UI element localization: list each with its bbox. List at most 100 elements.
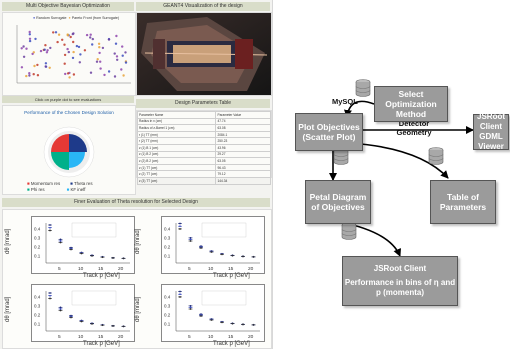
- scatter-point[interactable]: [68, 76, 71, 79]
- scatter-point[interactable]: [44, 62, 48, 65]
- scatter-point[interactable]: [71, 32, 75, 36]
- scatter-point[interactable]: [85, 33, 89, 37]
- scatter-point[interactable]: [36, 74, 40, 77]
- scatter-point[interactable]: [43, 48, 46, 51]
- resolution-plot-4[interactable]: 0.4 0.3 0.2 0.1 5 10 15 20: [161, 284, 265, 342]
- scatter-point[interactable]: [83, 49, 87, 52]
- scatter-point[interactable]: [98, 46, 101, 49]
- plot-objectives-node[interactable]: Plot Objectives (Scatter Plot): [295, 113, 363, 151]
- scatter-point[interactable]: [72, 73, 76, 76]
- scatter-point[interactable]: [97, 42, 101, 45]
- scatter-point[interactable]: [33, 64, 36, 68]
- scatter-point[interactable]: [69, 35, 72, 39]
- petal-theta[interactable]: [69, 134, 87, 152]
- scatter-point[interactable]: [115, 34, 118, 38]
- resolution-plot-1[interactable]: 0.4 0.3 0.2 0.1 5 10 15 20: [31, 216, 135, 274]
- scatter-point[interactable]: [89, 36, 92, 39]
- scatter-point[interactable]: [103, 73, 106, 77]
- scatter-point[interactable]: [28, 33, 31, 36]
- scatter-point[interactable]: [25, 47, 28, 50]
- scatter-point[interactable]: [20, 66, 24, 69]
- scatter-point[interactable]: [56, 40, 59, 44]
- scatter-point[interactable]: [28, 37, 32, 40]
- scatter-plot[interactable]: [3, 13, 135, 95]
- scatter-point[interactable]: [121, 45, 124, 48]
- petal-momentum[interactable]: [51, 134, 69, 152]
- scatter-point[interactable]: [25, 74, 28, 78]
- scatter-point[interactable]: [34, 37, 37, 41]
- select-optimization-text: Select Optimization Method: [385, 89, 437, 119]
- scatter-point[interactable]: [77, 45, 81, 49]
- scatter-point[interactable]: [28, 30, 31, 34]
- scatter-point[interactable]: [67, 50, 71, 54]
- scatter-point[interactable]: [28, 72, 31, 75]
- geant-visualization[interactable]: [136, 12, 272, 96]
- scatter-point[interactable]: [63, 62, 66, 65]
- scatter-point[interactable]: [89, 71, 93, 74]
- scatter-point[interactable]: [124, 51, 127, 54]
- scatter-point[interactable]: [124, 61, 128, 64]
- scatter-point[interactable]: [99, 60, 102, 63]
- scatter-point[interactable]: [107, 70, 111, 73]
- scatter-point[interactable]: [63, 53, 67, 57]
- petal-kf[interactable]: [69, 152, 85, 168]
- scatter-point[interactable]: [22, 45, 25, 48]
- scatter-point[interactable]: [114, 42, 118, 45]
- scatter-point[interactable]: [91, 43, 94, 46]
- scatter-point[interactable]: [99, 67, 102, 70]
- scatter-point[interactable]: [61, 38, 64, 41]
- scatter-point[interactable]: [95, 60, 99, 63]
- scatter-point[interactable]: [52, 31, 55, 34]
- scatter-point[interactable]: [120, 68, 123, 71]
- scatter-point[interactable]: [31, 52, 34, 56]
- scatter-point[interactable]: [72, 50, 75, 54]
- scatter-point[interactable]: [78, 61, 82, 64]
- scatter-point[interactable]: [22, 55, 26, 58]
- scatter-point[interactable]: [89, 33, 92, 36]
- scatter-point[interactable]: [49, 46, 52, 50]
- scatter-point[interactable]: [48, 66, 51, 69]
- scatter-point[interactable]: [32, 73, 35, 76]
- jsroot-gdml-node[interactable]: JSRoot Client GDML Viewer: [473, 112, 509, 151]
- scatter-point[interactable]: [28, 74, 31, 77]
- scatter-point[interactable]: [79, 53, 82, 56]
- scatter-point[interactable]: [63, 43, 66, 46]
- scatter-point[interactable]: [96, 58, 99, 61]
- scatter-point[interactable]: [71, 56, 75, 60]
- petal-phi[interactable]: [51, 152, 69, 170]
- scatter-points[interactable]: [20, 30, 128, 79]
- scatter-point[interactable]: [113, 75, 117, 78]
- scatter-point[interactable]: [46, 49, 49, 52]
- scatter-point[interactable]: [44, 65, 47, 68]
- scatter-point[interactable]: [39, 49, 43, 53]
- scatter-point[interactable]: [45, 51, 49, 54]
- scatter-point[interactable]: [44, 44, 47, 47]
- table-parameters-node[interactable]: Table of Parameters: [430, 180, 496, 224]
- select-optimization-node[interactable]: Select Optimization Method: [374, 86, 448, 122]
- scatter-point[interactable]: [75, 44, 79, 48]
- jsroot-performance-node[interactable]: JSRoot Client Performance in bins of η a…: [342, 256, 458, 306]
- scatter-point[interactable]: [122, 74, 125, 77]
- petal-chart[interactable]: [3, 106, 135, 194]
- petal-diagram-node[interactable]: Petal Diagram of Objectives: [305, 180, 371, 224]
- scatter-point[interactable]: [28, 39, 32, 43]
- scatter-point[interactable]: [64, 72, 67, 76]
- resolution-plot-3[interactable]: 0.4 0.3 0.2 0.1 5 10 15 20: [31, 284, 135, 342]
- scatter-point[interactable]: [116, 58, 119, 61]
- scatter-point[interactable]: [101, 46, 105, 50]
- scatter-point[interactable]: [107, 38, 111, 41]
- scatter-point[interactable]: [66, 47, 69, 51]
- scatter-point[interactable]: [121, 54, 124, 57]
- scatter-point[interactable]: [36, 63, 39, 67]
- scatter-point[interactable]: [72, 40, 75, 44]
- scatter-point[interactable]: [20, 47, 23, 50]
- scatter-point[interactable]: [54, 31, 58, 34]
- scatter-point[interactable]: [66, 33, 69, 36]
- scatter-point[interactable]: [113, 52, 116, 55]
- scatter-point[interactable]: [66, 72, 70, 75]
- scatter-point[interactable]: [91, 37, 95, 41]
- resolution-plot-2[interactable]: 0.4 0.3 0.2 0.1 5 10 15 20: [161, 216, 265, 274]
- scatter-point[interactable]: [98, 51, 101, 55]
- scatter-point[interactable]: [57, 33, 61, 36]
- scatter-point[interactable]: [115, 55, 119, 58]
